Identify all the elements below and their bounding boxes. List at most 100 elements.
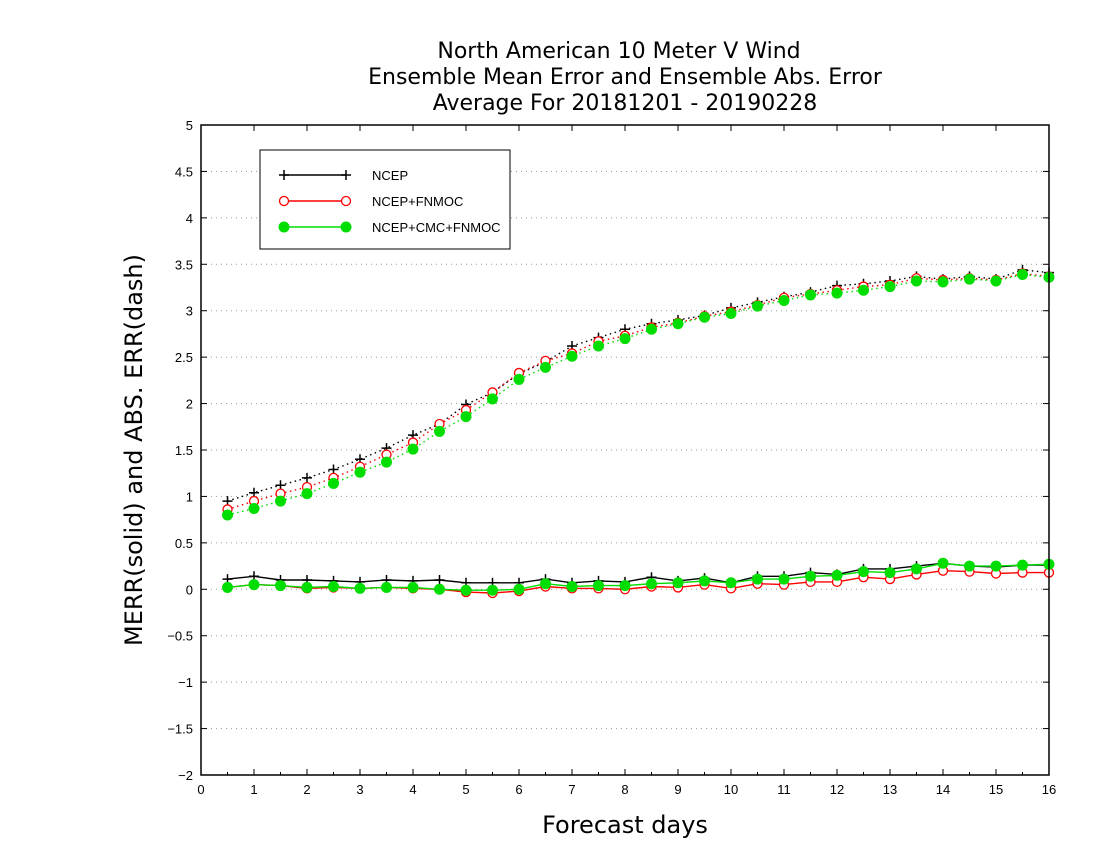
y-tick-label: −2 xyxy=(178,768,193,783)
x-tick-label: 10 xyxy=(724,782,738,797)
mean-error-point xyxy=(222,581,233,593)
gridlines xyxy=(201,170,1049,730)
mean-error-point xyxy=(884,567,896,579)
abs-error-point xyxy=(937,276,949,288)
y-tick-label: 2 xyxy=(186,397,193,412)
abs-error-point xyxy=(222,509,233,521)
series-ncep xyxy=(222,264,1054,588)
mean-error-point xyxy=(672,577,684,589)
mean-error-point xyxy=(407,581,419,593)
abs-error-point xyxy=(302,472,312,483)
y-tick-label: −0.5 xyxy=(167,629,193,644)
mean-error-point xyxy=(301,581,313,593)
y-tick-label: 0.5 xyxy=(175,536,193,551)
chart-title-line-3: Average For 20181201 - 20190228 xyxy=(433,91,818,116)
abs-error-point xyxy=(301,488,313,500)
legend-item: NCEP+CMC+FNMOC xyxy=(278,220,501,235)
mean-error-point xyxy=(911,563,922,575)
abs-error-point xyxy=(990,275,1002,287)
x-axis-label: Forecast days xyxy=(542,811,708,839)
abs-error-point xyxy=(275,495,286,507)
abs-error-point xyxy=(381,456,392,468)
mean-error-point xyxy=(593,580,604,592)
mean-error-point xyxy=(434,583,445,595)
x-tick-label: 16 xyxy=(1042,782,1056,797)
legend-label: NCEP xyxy=(372,168,408,183)
plot-series xyxy=(222,264,1055,599)
abs-error-point xyxy=(672,318,684,330)
mean-error-point xyxy=(964,560,975,572)
x-tick-label: 9 xyxy=(674,782,681,797)
abs-error-line xyxy=(227,273,1050,516)
abs-error-point xyxy=(328,477,339,489)
abs-error-point xyxy=(778,295,790,306)
legend: NCEP NCEP+FNMOC NCEP+CMC+FNMOC xyxy=(259,149,511,250)
abs-error-point xyxy=(964,273,975,285)
mean-error-point xyxy=(381,581,392,593)
mean-error-point xyxy=(699,575,710,587)
y-tick-label: 1.5 xyxy=(175,443,193,458)
abs-error-point xyxy=(1017,269,1028,280)
mean-error-point xyxy=(460,584,472,596)
abs-error-point xyxy=(725,308,737,319)
mean-error-point xyxy=(778,573,790,585)
y-tick-label: 3.5 xyxy=(175,257,193,272)
abs-error-point xyxy=(513,373,525,385)
chart-title-line-2: Ensemble Mean Error and Ensemble Abs. Er… xyxy=(368,65,883,90)
abs-error-point xyxy=(248,503,260,514)
mean-error-point xyxy=(725,577,737,589)
mean-error-line xyxy=(227,562,1050,591)
series-ncep-cmc-fnmoc xyxy=(222,269,1055,596)
x-tick-label: 8 xyxy=(621,782,628,797)
y-tick-label: 0 xyxy=(186,582,193,597)
y-tick-label: −1 xyxy=(178,675,193,690)
y-tick-label: 4.5 xyxy=(175,164,193,179)
x-tick-label: 7 xyxy=(568,782,575,797)
mean-error-point xyxy=(831,569,843,581)
legend-item: NCEP xyxy=(279,168,408,183)
legend-box xyxy=(259,149,511,250)
mean-error-point xyxy=(858,566,869,578)
mean-error-point xyxy=(937,557,949,569)
y-tick-label: −1.5 xyxy=(167,722,193,737)
x-tick-label: 14 xyxy=(936,782,950,797)
y-axis-label: MERR(solid) and ABS. ERR(dash) xyxy=(120,254,148,646)
legend-marker xyxy=(341,170,351,180)
abs-error-line xyxy=(227,269,1050,502)
abs-error-point xyxy=(593,340,604,352)
series-ncep-fnmoc xyxy=(222,268,1055,599)
abs-error-point xyxy=(646,323,657,335)
mean-error-point xyxy=(248,579,260,591)
abs-error-point xyxy=(434,425,445,437)
mean-error-point xyxy=(328,581,339,592)
mean-error-point xyxy=(434,575,445,585)
mean-error-point xyxy=(805,570,816,582)
y-axis-ticks: −2 −1.5 −1 −0.5 0 0.5 1 1.5 2 2.5 3 3.5 4 4.5 5 xyxy=(167,118,1049,783)
mean-error-point xyxy=(566,581,578,592)
y-tick-label: 4 xyxy=(186,211,193,226)
legend-label: NCEP+FNMOC xyxy=(372,194,463,209)
y-tick-label: 1 xyxy=(186,489,193,504)
mean-error-point xyxy=(487,584,498,596)
abs-error-point xyxy=(540,361,551,373)
mean-error-point xyxy=(990,560,1002,572)
x-axis-ticks: 0 1 2 3 4 5 6 7 8 9 10 11 12 13 14 15 16 xyxy=(197,125,1056,797)
mean-error-point xyxy=(354,582,366,594)
legend-marker xyxy=(340,221,352,233)
abs-error-point xyxy=(460,411,472,423)
x-tick-label: 0 xyxy=(197,782,204,797)
abs-error-point xyxy=(354,466,366,478)
abs-error-point xyxy=(805,289,816,301)
x-tick-label: 3 xyxy=(356,782,363,797)
legend-label: NCEP+CMC+FNMOC xyxy=(372,220,501,235)
mean-error-point xyxy=(513,583,525,595)
mean-error-point xyxy=(752,573,763,585)
abs-error-point xyxy=(884,281,896,293)
x-tick-label: 4 xyxy=(409,782,416,797)
mean-error-point xyxy=(1017,559,1028,571)
legend-marker xyxy=(279,170,289,180)
mean-error-point xyxy=(619,580,631,592)
abs-error-point xyxy=(619,333,631,345)
legend-marker xyxy=(340,195,352,207)
